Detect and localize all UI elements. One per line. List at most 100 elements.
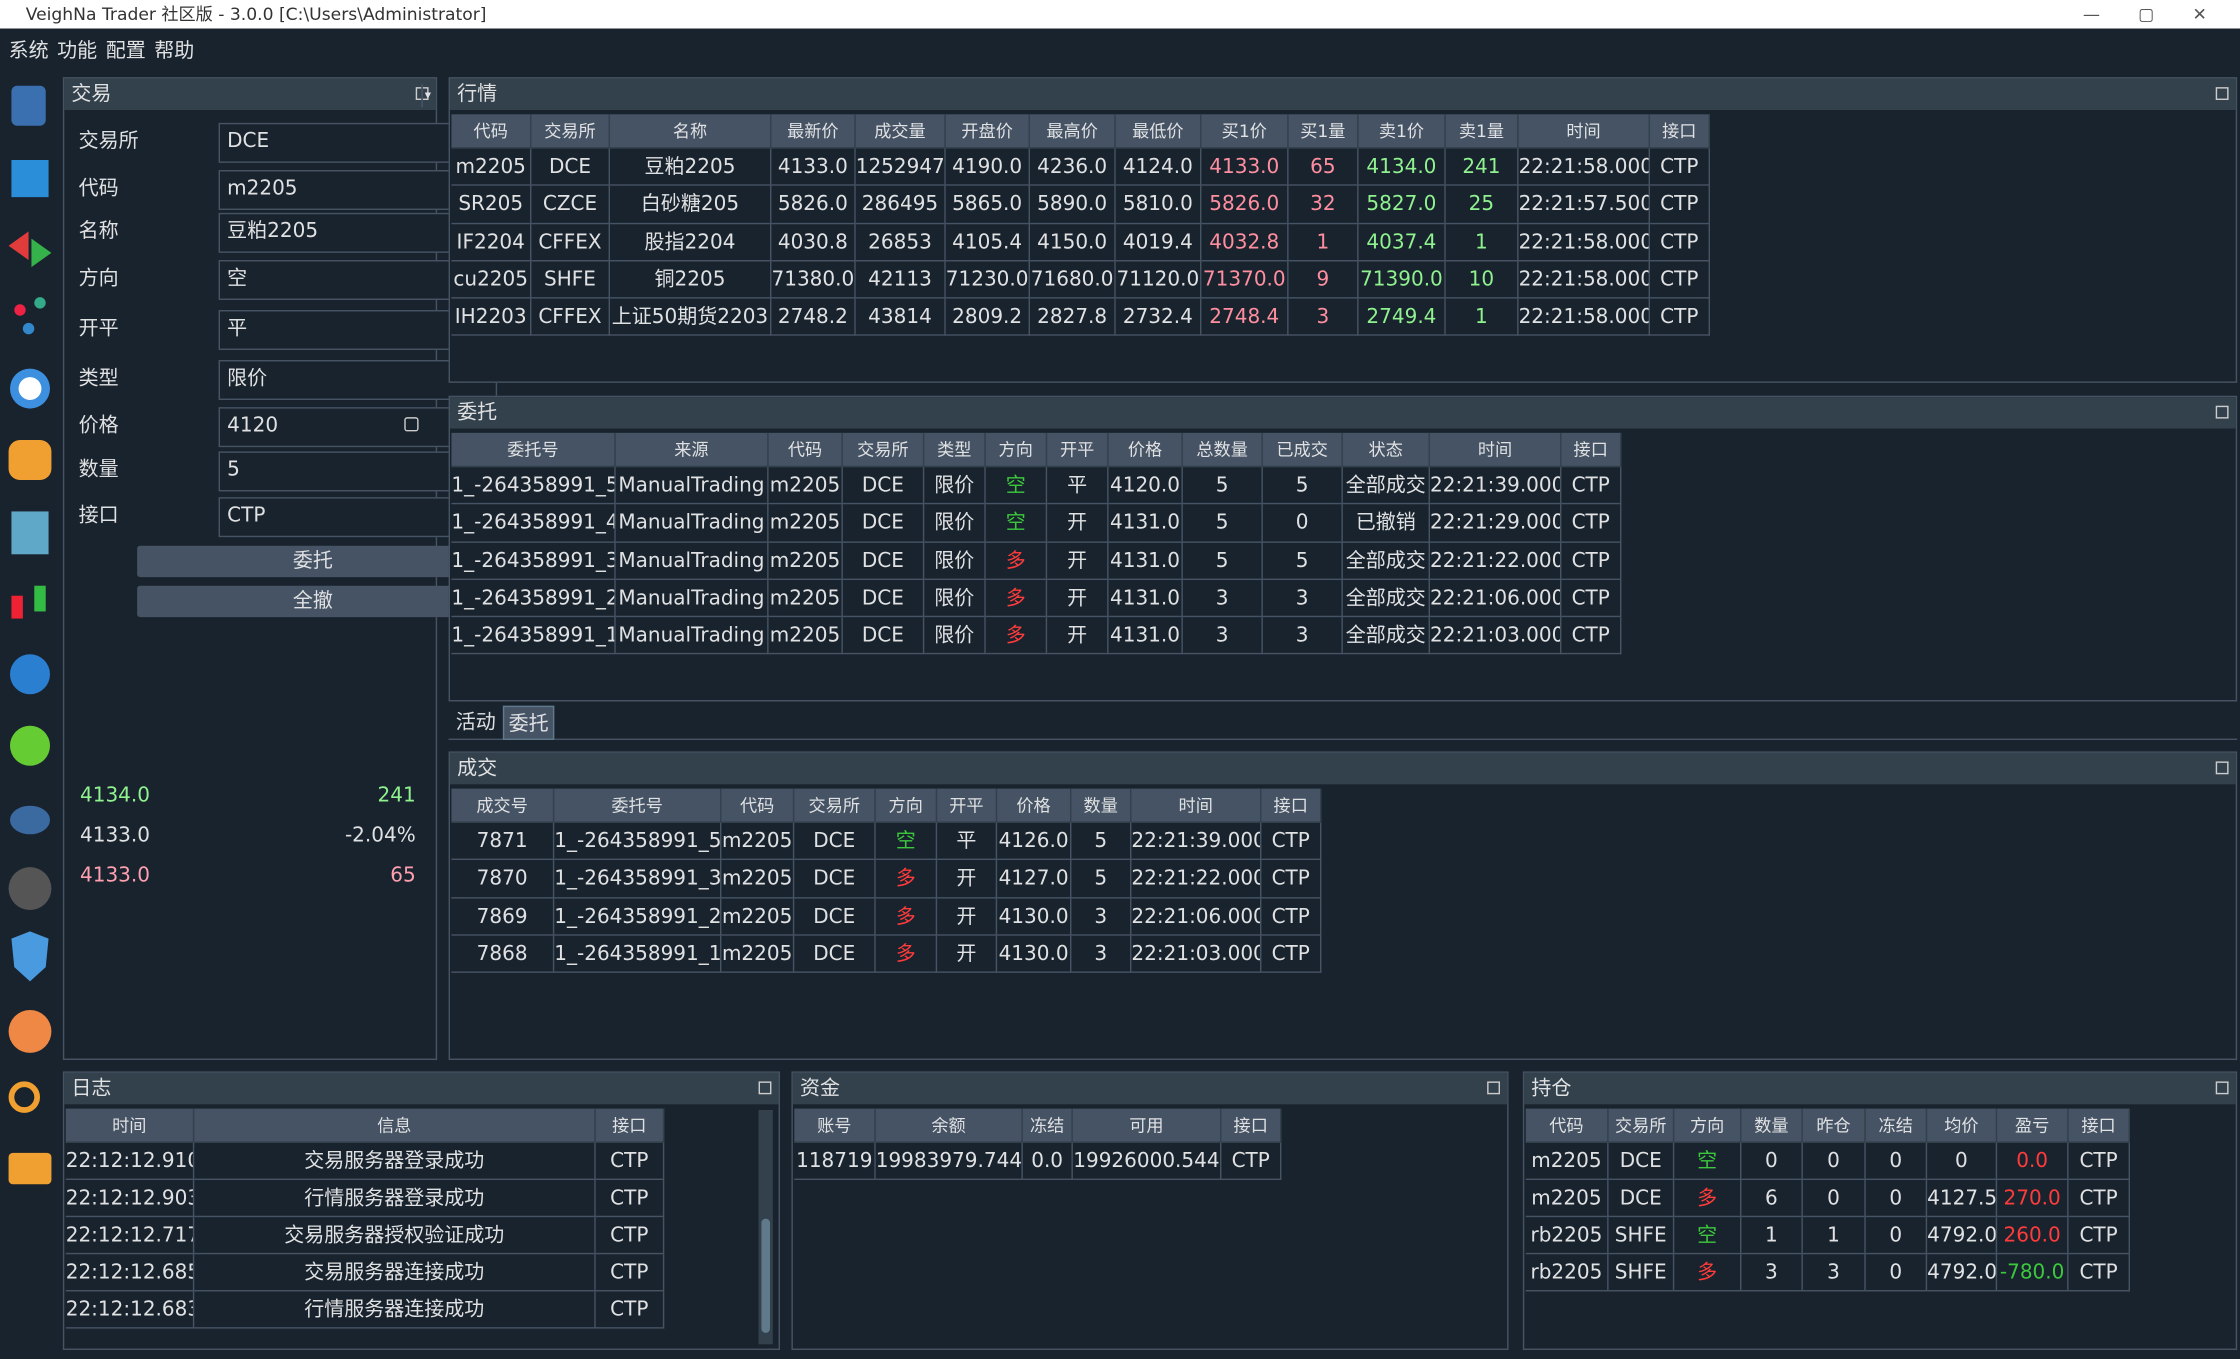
dock-title: 委托	[449, 397, 2236, 429]
table-cell: 26853	[855, 223, 946, 262]
table-cell: cu2205	[451, 261, 532, 299]
table-cell: 上证50期货2203	[609, 298, 772, 337]
positions-dock: 持仓 代码 交易所 方向 数量 昨仓 冻结 均价 盈亏 接口 m2205 DCE 空 0 0 0 0 0.0 CTP…	[1522, 1071, 2238, 1350]
table-cell: CTP	[1649, 298, 1710, 337]
table-cell: 7868	[451, 935, 555, 974]
field-input[interactable]: 4120	[218, 407, 466, 448]
table-cell: DCE	[794, 860, 876, 898]
table-cell: 3	[1182, 617, 1263, 655]
table-cell: 7871	[451, 822, 555, 861]
table-cell: 65	[1288, 148, 1359, 187]
table-cell: -780.0	[1997, 1254, 2069, 1292]
float-button[interactable]	[1487, 1081, 1500, 1095]
combo-arrow: ▾	[421, 84, 432, 108]
table-cell: 5810.0	[1115, 186, 1202, 224]
float-button[interactable]	[2215, 1081, 2229, 1095]
table-cell: 全部成交	[1342, 617, 1430, 655]
table-cell: 1_-264358991_3	[451, 542, 616, 580]
table-cell: ManualTrading	[615, 579, 769, 618]
float-button[interactable]	[2215, 87, 2229, 100]
menu-item[interactable]: 系统	[8, 39, 49, 63]
tab[interactable]: 活动	[455, 711, 496, 735]
table-cell: 22:12:12.717	[65, 1217, 195, 1255]
float-button[interactable]	[758, 1081, 772, 1095]
table-cell: 1_-264358991_1	[554, 935, 722, 974]
table-cell: 5	[1182, 504, 1263, 543]
table-cell: SHFE	[531, 261, 610, 299]
table-cell: CTP	[2068, 1179, 2130, 1218]
orders-dock: 委托 委托号 来源 代码 交易所 类型 方向 开平 价格 总数量 已成交 状态 时间 接口 1_-26435…	[448, 395, 2238, 702]
table-cell: CTP	[595, 1142, 665, 1180]
table-cell: 0	[1865, 1142, 1928, 1180]
menu-item[interactable]: 功能	[57, 39, 98, 63]
table-cell: 1_-264358991_2	[554, 897, 722, 936]
column-header: 最低价	[1115, 114, 1202, 149]
table-cell: m2205	[721, 860, 795, 898]
table-cell: 1	[1741, 1217, 1803, 1255]
column-header: 交易所	[531, 114, 610, 149]
table-cell: 开	[1047, 504, 1109, 543]
table-cell: DCE	[1608, 1142, 1675, 1180]
column-header: 方向	[875, 788, 938, 823]
table-cell: CTP	[1649, 186, 1710, 224]
table-cell: 286495	[855, 186, 946, 224]
column-header: 代码	[1525, 1108, 1609, 1143]
table-cell: 4124.0	[1115, 148, 1202, 187]
column-header: 可用	[1072, 1108, 1222, 1143]
table-cell: 0.0	[1022, 1142, 1073, 1180]
table-cell: 270.0	[1997, 1179, 2069, 1218]
table-cell: 0.0	[1997, 1142, 2069, 1180]
table-cell: CTP	[1649, 223, 1710, 262]
column-header: 余额	[875, 1108, 1023, 1143]
button[interactable]: 全撤	[137, 585, 489, 618]
table-cell: m2205	[768, 617, 843, 655]
scrollbar[interactable]	[758, 1109, 773, 1345]
table-cell: 1_-264358991_2	[451, 579, 616, 618]
table-cell: 5826.0	[771, 186, 856, 224]
button[interactable]: 委托	[137, 545, 489, 578]
float-button[interactable]	[2215, 761, 2229, 775]
tab[interactable]: 委托	[502, 705, 555, 740]
column-header: 数量	[1741, 1108, 1803, 1143]
table-cell: CTP	[1561, 579, 1622, 618]
table-cell: 1252947	[855, 148, 946, 187]
table-cell: 71390.0	[1358, 261, 1446, 299]
column-header: 接口	[1561, 432, 1622, 468]
table-cell: 已撤销	[1342, 504, 1430, 543]
table-cell: 铜2205	[609, 261, 772, 299]
toolbar-icons[interactable]	[8, 85, 52, 1185]
toolbar	[8, 85, 52, 1185]
table-cell: 22:21:03.000	[1429, 617, 1562, 655]
table-cell: CTP	[2068, 1142, 2130, 1180]
table-cell: 22:21:06.000	[1131, 897, 1262, 936]
table-cell: 22:21:39.000	[1131, 822, 1262, 861]
table-cell: 3	[1288, 298, 1359, 337]
menu-item[interactable]: 帮助	[154, 39, 195, 63]
column-header: 委托号	[554, 788, 722, 823]
table-cell: CTP	[1221, 1142, 1282, 1180]
scroll-thumb[interactable]	[761, 1218, 770, 1333]
table-cell: DCE	[531, 148, 610, 187]
table-cell: 6	[1741, 1179, 1803, 1218]
table-cell: ManualTrading	[615, 542, 769, 580]
column-header: 交易所	[1608, 1108, 1675, 1143]
column-header: 类型	[924, 432, 986, 468]
table-cell: 5827.0	[1358, 186, 1446, 224]
table-cell: 22:21:03.000	[1131, 935, 1262, 974]
table-cell: 5	[1182, 542, 1263, 580]
table-cell: 42113	[855, 261, 946, 299]
table-cell: 4131.0	[1108, 617, 1183, 655]
window-controls[interactable]: — ▢ ✕	[2082, 4, 2207, 25]
table-cell: 交易服务器登录成功	[194, 1142, 596, 1180]
column-header: 最新价	[771, 114, 856, 149]
table-cell: 43814	[855, 298, 946, 337]
depth-value: 4134.0	[79, 784, 150, 808]
table-cell: 4019.4	[1115, 223, 1202, 262]
checkbox[interactable]	[404, 417, 419, 432]
float-button[interactable]	[2215, 405, 2229, 419]
dock-title: 行情	[449, 78, 2236, 110]
window-title: VeighNa Trader 社区版 - 3.0.0 [C:\Users\Adm…	[25, 4, 487, 25]
table-cell: CTP	[1649, 261, 1710, 299]
menu-item[interactable]: 配置	[105, 39, 146, 63]
